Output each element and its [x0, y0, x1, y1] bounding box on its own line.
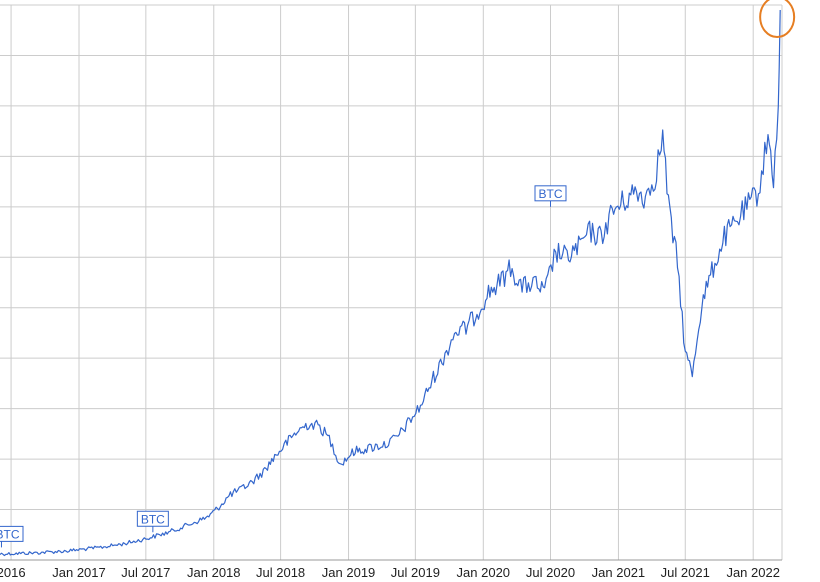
series-line-group	[0, 9, 781, 557]
x-tick-label: Jan 2018	[187, 565, 241, 580]
annotation-box	[534, 185, 567, 202]
x-tick-label: Jul 2020	[526, 565, 575, 580]
annotation-label: BTC	[0, 527, 20, 541]
annotation-label: BTC	[141, 512, 165, 526]
gridlines	[0, 4, 783, 561]
highlight-group	[759, 0, 796, 39]
x-tick-label: Jul 2017	[121, 565, 170, 580]
btc-annotation: BTC	[0, 525, 24, 548]
btc-annotation: BTC	[136, 510, 169, 533]
x-tick-label: Jan 2022	[726, 565, 780, 580]
x-tick-label: Jul 2018	[256, 565, 305, 580]
x-tick-label: Jul 2019	[391, 565, 440, 580]
series-line	[0, 9, 781, 557]
annotation-box	[136, 510, 169, 527]
x-axis-ticks: 2016 Jan 2017 Jul 2017 Jan 2018 Jul 2018 Jan …	[0, 565, 780, 580]
annotations: BTC BTC BTC	[0, 185, 567, 548]
x-tick-label: Jan 2019	[322, 565, 376, 580]
x-tick-label: Jul 2021	[661, 565, 710, 580]
x-tick-label: Jan 2021	[592, 565, 646, 580]
annotation-box	[0, 525, 24, 542]
btc-annotation: BTC	[534, 185, 567, 207]
x-tick-label: 2016	[0, 565, 26, 580]
x-tick-label: Jan 2020	[457, 565, 511, 580]
annotation-label: BTC	[539, 187, 563, 201]
x-tick-label: Jan 2017	[52, 565, 106, 580]
highlight-circle	[759, 0, 796, 39]
